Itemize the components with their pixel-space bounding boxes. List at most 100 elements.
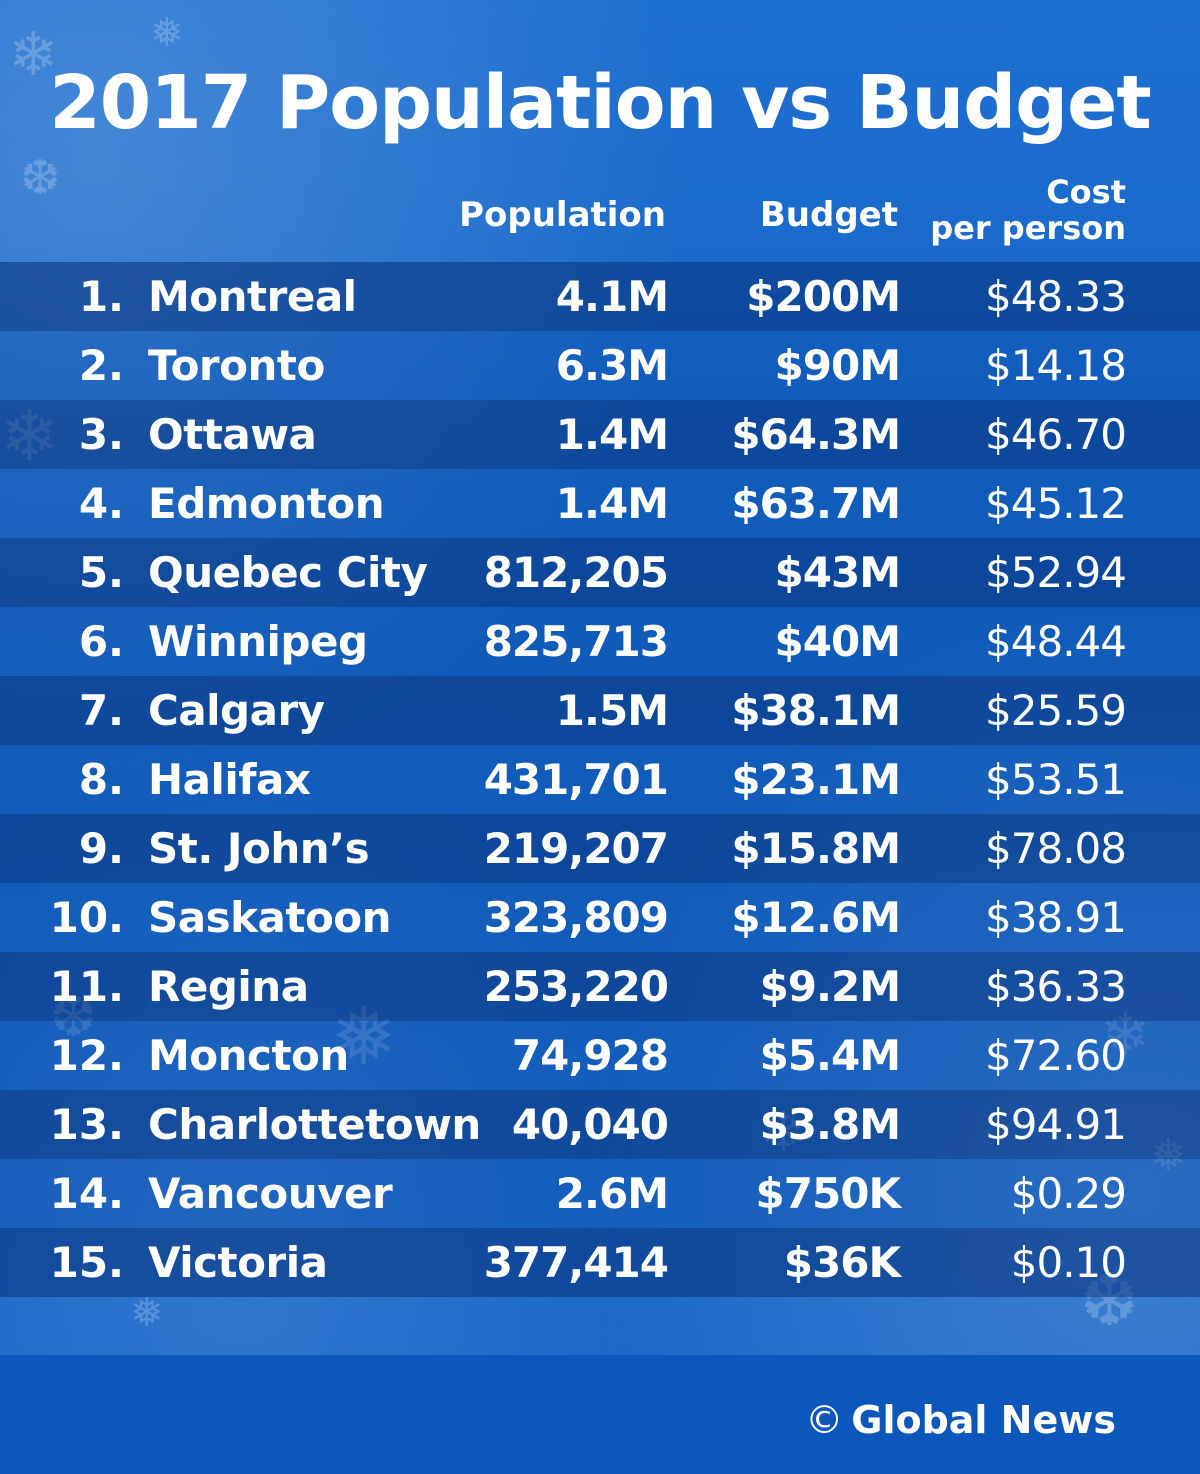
rank-cell: 8.: [78, 755, 124, 804]
city-cell: Quebec City: [148, 548, 428, 597]
budget-cell: $64.3M: [731, 410, 901, 459]
cost-cell: $14.18: [985, 341, 1127, 390]
budget-cell: $90M: [774, 341, 901, 390]
rank-cell: 2.: [78, 341, 124, 390]
population-cell: 6.3M: [555, 341, 669, 390]
table-row: 13. Charlottetown 40,040 $3.8M $94.91: [0, 1090, 1200, 1159]
city-cell: Charlottetown: [148, 1100, 481, 1149]
cost-cell: $0.10: [1010, 1238, 1127, 1287]
city-cell: St. John’s: [148, 824, 370, 873]
population-cell: 1.4M: [555, 410, 669, 459]
credit-text: Global News: [851, 1398, 1116, 1442]
population-cell: 253,220: [483, 962, 669, 1011]
table-row: 4. Edmonton 1.4M $63.7M $45.12: [0, 469, 1200, 538]
budget-cell: $43M: [774, 548, 901, 597]
city-cell: Edmonton: [148, 479, 385, 528]
population-cell: 219,207: [483, 824, 669, 873]
cost-cell: $53.51: [985, 755, 1127, 804]
budget-cell: $38.1M: [731, 686, 901, 735]
city-cell: Ottawa: [148, 410, 317, 459]
population-cell: 825,713: [483, 617, 669, 666]
column-header-budget: Budget: [759, 195, 898, 235]
rank-cell: 14.: [49, 1169, 124, 1218]
rank-cell: 7.: [78, 686, 124, 735]
budget-cell: $5.4M: [759, 1031, 901, 1080]
footer-band: [0, 1355, 1200, 1474]
rank-cell: 1.: [78, 272, 124, 321]
cost-cell: $48.44: [985, 617, 1127, 666]
population-cell: 812,205: [483, 548, 669, 597]
city-cell: Regina: [148, 962, 309, 1011]
table-row: 10. Saskatoon 323,809 $12.6M $38.91: [0, 883, 1200, 952]
city-cell: Calgary: [148, 686, 325, 735]
rank-cell: 13.: [49, 1100, 124, 1149]
table-row: 8. Halifax 431,701 $23.1M $53.51: [0, 745, 1200, 814]
city-cell: Moncton: [148, 1031, 349, 1080]
population-cell: 431,701: [483, 755, 669, 804]
table-row: 12. Moncton 74,928 $5.4M $72.60: [0, 1021, 1200, 1090]
population-cell: 74,928: [511, 1031, 669, 1080]
table-row: 3. Ottawa 1.4M $64.3M $46.70: [0, 400, 1200, 469]
table-row: 15. Victoria 377,414 $36K $0.10: [0, 1228, 1200, 1297]
cost-cell: $36.33: [985, 962, 1127, 1011]
cost-cell: $72.60: [985, 1031, 1127, 1080]
rank-cell: 12.: [49, 1031, 124, 1080]
city-cell: Montreal: [148, 272, 357, 321]
population-cell: 4.1M: [555, 272, 669, 321]
rank-cell: 9.: [78, 824, 124, 873]
population-cell: 40,040: [511, 1100, 669, 1149]
column-header-population: Population: [459, 195, 666, 235]
column-header-cost-per-person: Cost per person: [900, 174, 1126, 246]
table-row: 11. Regina 253,220 $9.2M $36.33: [0, 952, 1200, 1021]
city-cell: Saskatoon: [148, 893, 392, 942]
city-cell: Halifax: [148, 755, 311, 804]
cost-cell: $0.29: [1010, 1169, 1127, 1218]
budget-cell: $63.7M: [731, 479, 901, 528]
cost-cell: $46.70: [985, 410, 1127, 459]
table-row: 7. Calgary 1.5M $38.1M $25.59: [0, 676, 1200, 745]
city-cell: Winnipeg: [148, 617, 368, 666]
budget-cell: $12.6M: [731, 893, 901, 942]
column-header-cost-line2: per person: [930, 209, 1126, 247]
budget-cell: $9.2M: [759, 962, 901, 1011]
cost-cell: $52.94: [985, 548, 1127, 597]
population-cell: 1.4M: [555, 479, 669, 528]
budget-cell: $23.1M: [731, 755, 901, 804]
rank-cell: 6.: [78, 617, 124, 666]
budget-cell: $40M: [774, 617, 901, 666]
table-row: 5. Quebec City 812,205 $43M $52.94: [0, 538, 1200, 607]
rank-cell: 15.: [49, 1238, 124, 1287]
rank-cell: 4.: [78, 479, 124, 528]
population-cell: 323,809: [483, 893, 669, 942]
budget-cell: $200M: [746, 272, 901, 321]
table-row: 9. St. John’s 219,207 $15.8M $78.08: [0, 814, 1200, 883]
table-row: 6. Winnipeg 825,713 $40M $48.44: [0, 607, 1200, 676]
population-cell: 2.6M: [555, 1169, 669, 1218]
city-cell: Toronto: [148, 341, 325, 390]
cost-cell: $78.08: [985, 824, 1127, 873]
page-title: 2017 Population vs Budget: [49, 60, 1151, 146]
city-cell: Victoria: [148, 1238, 328, 1287]
data-table: 1. Montreal 4.1M $200M $48.33 2. Toronto…: [0, 262, 1200, 1297]
rank-cell: 11.: [49, 962, 124, 1011]
cost-cell: $48.33: [985, 272, 1127, 321]
budget-cell: $3.8M: [759, 1100, 901, 1149]
budget-cell: $750K: [755, 1169, 901, 1218]
rank-cell: 5.: [78, 548, 124, 597]
population-cell: 377,414: [483, 1238, 669, 1287]
column-header-cost-line1: Cost: [1046, 173, 1126, 211]
table-row: 2. Toronto 6.3M $90M $14.18: [0, 331, 1200, 400]
rank-cell: 10.: [49, 893, 124, 942]
cost-cell: $45.12: [985, 479, 1127, 528]
population-cell: 1.5M: [555, 686, 669, 735]
cost-cell: $25.59: [985, 686, 1127, 735]
copyright-icon: ©: [805, 1398, 844, 1442]
cost-cell: $38.91: [985, 893, 1127, 942]
source-credit: © Global News: [805, 1396, 1116, 1444]
cost-cell: $94.91: [985, 1100, 1127, 1149]
budget-cell: $36K: [783, 1238, 901, 1287]
budget-cell: $15.8M: [731, 824, 901, 873]
table-row: 14. Vancouver 2.6M $750K $0.29: [0, 1159, 1200, 1228]
table-row: 1. Montreal 4.1M $200M $48.33: [0, 262, 1200, 331]
rank-cell: 3.: [78, 410, 124, 459]
